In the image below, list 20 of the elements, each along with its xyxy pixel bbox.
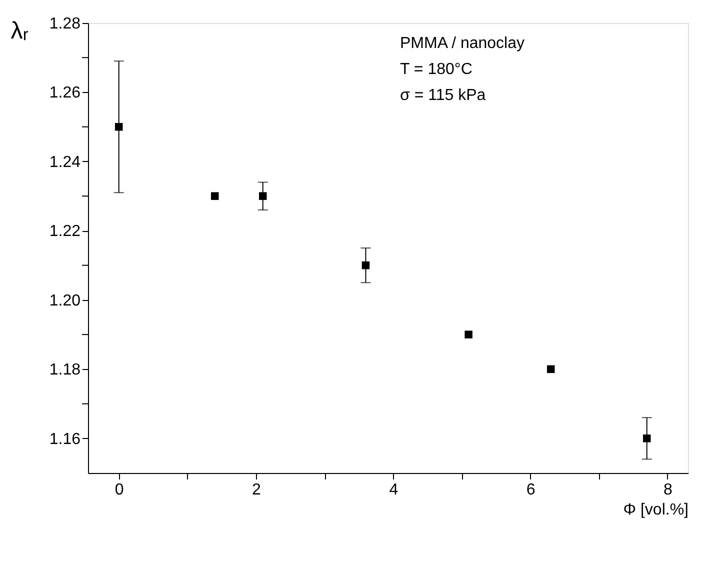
y-tick-label: 1.18 <box>49 362 81 379</box>
annotation: PMMA / nanoclay <box>400 35 524 52</box>
y-tick-label: 1.26 <box>49 84 81 102</box>
x-tick-label: 2 <box>252 482 262 498</box>
x-tick-label: 6 <box>526 482 536 498</box>
y-tick-label: 1.22 <box>49 223 81 240</box>
x-tick-label: 4 <box>389 482 398 498</box>
y-tick-label: 1.28 <box>49 16 81 32</box>
y-tick-label: 1.16 <box>49 430 81 448</box>
point <box>464 330 472 338</box>
y-axis-title: λᵣ <box>10 18 29 44</box>
annotation: σ = 115 kPa <box>400 87 486 104</box>
y-tick-label: 1.20 <box>49 292 81 310</box>
x-axis-title: Φ [vol.%] <box>623 502 688 518</box>
x-tick-label: 8 <box>663 482 672 498</box>
point <box>210 192 219 200</box>
point <box>546 365 555 374</box>
y-tick-label: 1.24 <box>49 154 81 171</box>
annotation: T = 180°C <box>400 61 472 78</box>
x-tick-label: 0 <box>114 482 124 498</box>
